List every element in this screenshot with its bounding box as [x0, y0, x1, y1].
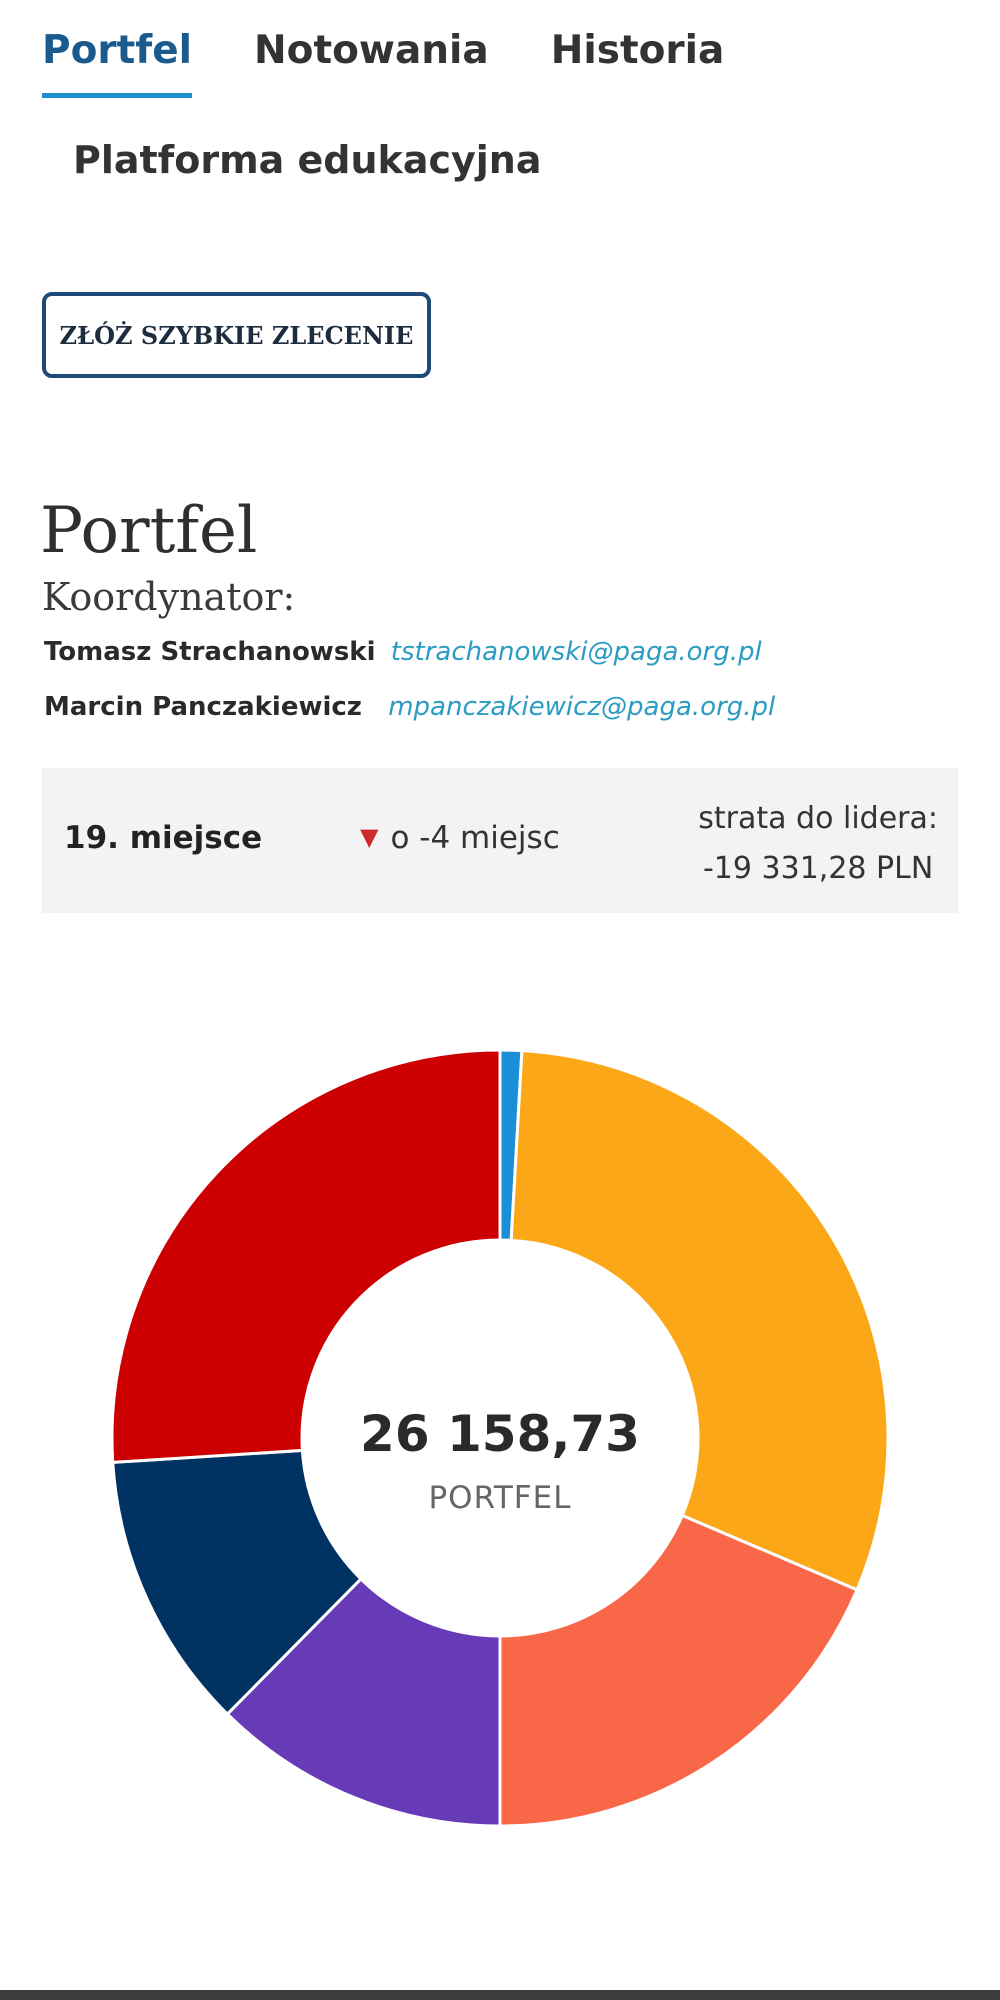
coordinator-label: Koordynator: — [42, 575, 296, 619]
coordinator-email-link[interactable]: mpanczakiewicz@paga.org.pl — [388, 692, 776, 722]
portfolio-total-value: 26 158,73 — [360, 1405, 640, 1463]
coordinator-row: Tomasz Strachanowski tstrachanowski@paga… — [44, 637, 762, 667]
coordinator-name: Tomasz Strachanowski — [44, 637, 376, 667]
ranking-panel: 19. miejsce ▼ o -4 miejsc strata do lider… — [42, 768, 958, 913]
tab-historia[interactable]: Historia — [550, 28, 725, 73]
coordinator-email-link[interactable]: tstrachanowski@paga.org.pl — [390, 637, 762, 667]
donut-slice-3[interactable] — [225, 1576, 502, 1828]
down-arrow-icon: ▼ — [360, 823, 379, 851]
platform-subtitle: Platforma edukacyjna — [73, 138, 542, 182]
ranking-change: ▼ o -4 miejsc — [360, 820, 560, 856]
tab-bar: Portfel Notowania Historia — [42, 22, 786, 104]
loss-to-leader: strata do lidera: -19 331,28 PLN — [698, 794, 938, 894]
page-title: Portfel — [40, 494, 258, 568]
donut-slice-4[interactable] — [111, 1448, 363, 1717]
donut-slice-1[interactable] — [509, 1049, 890, 1592]
bottom-bar — [0, 1990, 1000, 2000]
ranking-place: 19. miejsce — [64, 820, 263, 856]
donut-svg — [110, 1048, 890, 1828]
tab-portfel[interactable]: Portfel — [42, 22, 193, 98]
coordinator-name: Marcin Panczakiewicz — [44, 692, 362, 722]
portfolio-donut-chart: 26 158,73 PORTFEL — [0, 1010, 1000, 1960]
donut-slice-5[interactable] — [110, 1048, 502, 1464]
quick-order-button[interactable]: ZŁÓŻ SZYBKIE ZLECENIE — [42, 292, 431, 378]
coordinator-row: Marcin Panczakiewicz mpanczakiewicz@paga… — [44, 692, 775, 722]
donut-slice-2[interactable] — [498, 1513, 860, 1828]
loss-to-leader-label: strata do lidera: — [698, 801, 938, 836]
loss-to-leader-value: -19 331,28 PLN — [702, 851, 934, 886]
ranking-change-text: o -4 miejsc — [390, 820, 560, 856]
tab-notowania[interactable]: Notowania — [254, 28, 489, 73]
portfolio-total-label: PORTFEL — [428, 1480, 572, 1516]
